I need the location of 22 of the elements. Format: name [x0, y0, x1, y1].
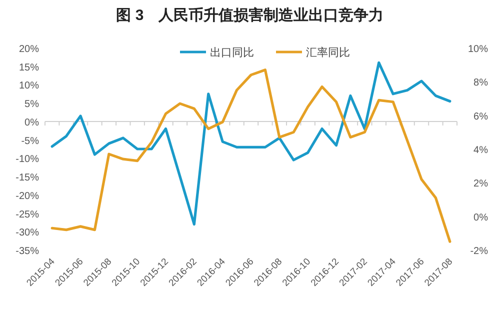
y-tick-label: -10% [16, 154, 40, 166]
y-tick-label: 10% [18, 80, 40, 92]
legend-label: 汇率同比 [306, 46, 350, 59]
y2-tick-label: 2% [474, 178, 488, 190]
legend-label: 出口同比 [210, 46, 254, 59]
y-tick-label: -35% [16, 246, 40, 257]
y2-tick-label: -2% [470, 246, 488, 257]
y2-tick-label: 6% [474, 111, 488, 122]
y-tick-label: -15% [16, 172, 40, 184]
y-tick-label: 0% [24, 117, 40, 128]
y2-tick-label: 4% [474, 145, 488, 156]
y-tick-label: -20% [16, 190, 40, 202]
y2-tick-label: 8% [474, 78, 488, 89]
y-tick-label: -25% [16, 209, 40, 220]
y-tick-label: 15% [18, 62, 40, 74]
y-tick-label: -30% [16, 228, 40, 239]
y2-tick-label: 0% [474, 212, 488, 224]
chart-title: 图 3 人民币升值损害制造业出口竞争力 [116, 6, 384, 24]
y-tick-label: 20% [18, 44, 40, 55]
y2-tick-label: 10% [468, 44, 488, 55]
y-tick-label: 5% [24, 99, 40, 110]
y-tick-label: -5% [21, 136, 40, 147]
